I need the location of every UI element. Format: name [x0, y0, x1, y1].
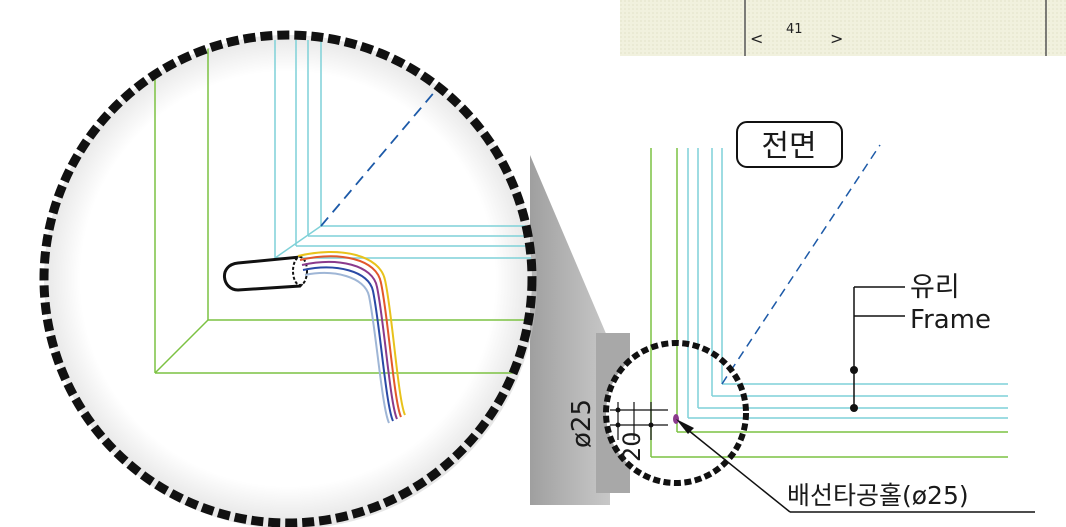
big-lens — [39, 30, 537, 527]
hole-label: 배선타공홀(ø25) — [787, 481, 969, 510]
diameter-label: ø25 — [567, 399, 597, 448]
depth-label: 20 — [618, 431, 646, 462]
frame-label: Frame — [910, 305, 991, 335]
front-label-box — [736, 121, 843, 168]
glass-label: 유리 — [910, 272, 960, 303]
big-lens-border — [39, 30, 537, 527]
front-label: 전면 — [761, 129, 816, 164]
panel-value: 41 — [786, 22, 803, 37]
miter-dashed-line — [721, 144, 881, 385]
magnification-cone — [530, 155, 610, 505]
wire-bundle — [297, 250, 406, 424]
panel-left-mark: < — [750, 29, 763, 48]
inset-panel: < 41 > — [620, 0, 1066, 56]
panel-right-mark: > — [830, 29, 843, 48]
hole-callout: 배선타공홀(ø25) — [676, 419, 1035, 513]
